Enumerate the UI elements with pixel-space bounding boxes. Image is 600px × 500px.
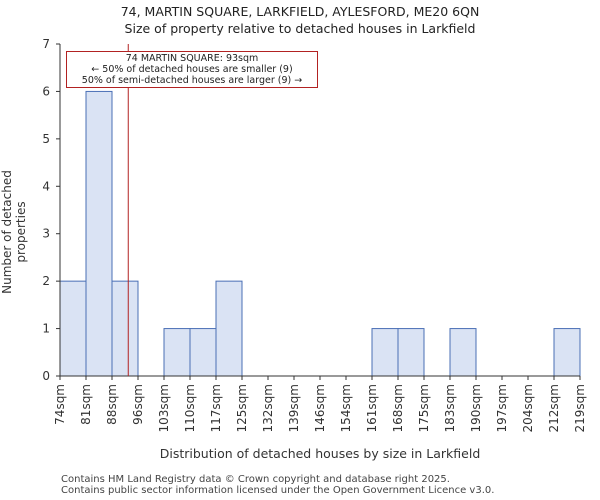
y-tick-label: 2 (42, 274, 50, 288)
x-tick-label: 125sqm (235, 384, 249, 432)
bar-88sqm (111, 280, 139, 377)
bar-117sqm (215, 280, 243, 377)
y-tick-label: 0 (42, 369, 50, 383)
y-tick-label: 4 (42, 179, 50, 193)
annotation-line-1: 74 MARTIN SQUARE: 93sqm (125, 53, 259, 64)
x-tick-label: 204sqm (521, 384, 535, 432)
y-tick-label: 5 (42, 132, 50, 146)
x-tick-label: 139sqm (287, 384, 301, 432)
bar-81sqm (85, 90, 113, 377)
x-tick-label: 161sqm (365, 384, 379, 432)
annotation-line-2: ← 50% of detached houses are smaller (9) (91, 64, 293, 75)
bar-110sqm (189, 328, 217, 377)
bar-183sqm (449, 328, 477, 377)
y-tick-label: 1 (42, 322, 50, 336)
x-tick-label: 96sqm (131, 384, 145, 425)
x-tick-label: 197sqm (495, 384, 509, 432)
x-tick-label: 110sqm (183, 384, 197, 432)
subject-annotation-box: 74 MARTIN SQUARE: 93sqm ← 50% of detache… (66, 51, 318, 88)
bar-212sqm (553, 328, 581, 377)
x-tick-label: 175sqm (417, 384, 431, 432)
footer-line-2: Contains public sector information licen… (61, 485, 495, 496)
x-tick-label: 146sqm (313, 384, 327, 432)
footer-line-1: Contains HM Land Registry data © Crown c… (61, 474, 450, 485)
x-tick-label: 183sqm (443, 384, 457, 432)
chart-title: 74, MARTIN SQUARE, LARKFIELD, AYLESFORD,… (120, 4, 480, 19)
bar-168sqm (397, 328, 425, 377)
chart-subtitle: Size of property relative to detached ho… (124, 21, 476, 36)
x-tick-label: 74sqm (53, 384, 67, 425)
y-tick-label: 3 (42, 227, 50, 241)
x-tick-label: 190sqm (469, 384, 483, 432)
y-axis-label: Number of detached properties (0, 170, 28, 294)
x-tick-label: 219sqm (573, 384, 587, 432)
x-tick-label: 81sqm (79, 384, 93, 425)
x-tick-label: 88sqm (105, 384, 119, 425)
x-tick-label: 168sqm (391, 384, 405, 432)
bar-103sqm (163, 328, 191, 377)
y-tick-label: 7 (42, 37, 50, 51)
x-axis-label: Distribution of detached houses by size … (159, 446, 481, 461)
x-tick-label: 117sqm (209, 384, 223, 432)
y-tick-label: 6 (42, 84, 50, 98)
bar-161sqm (371, 328, 399, 377)
x-tick-label: 212sqm (547, 384, 561, 432)
x-tick-label: 132sqm (261, 384, 275, 432)
annotation-line-3: 50% of semi-detached houses are larger (… (81, 75, 303, 86)
x-tick-label: 154sqm (339, 384, 353, 432)
x-tick-label: 103sqm (157, 384, 171, 432)
bar-74sqm (59, 280, 87, 377)
